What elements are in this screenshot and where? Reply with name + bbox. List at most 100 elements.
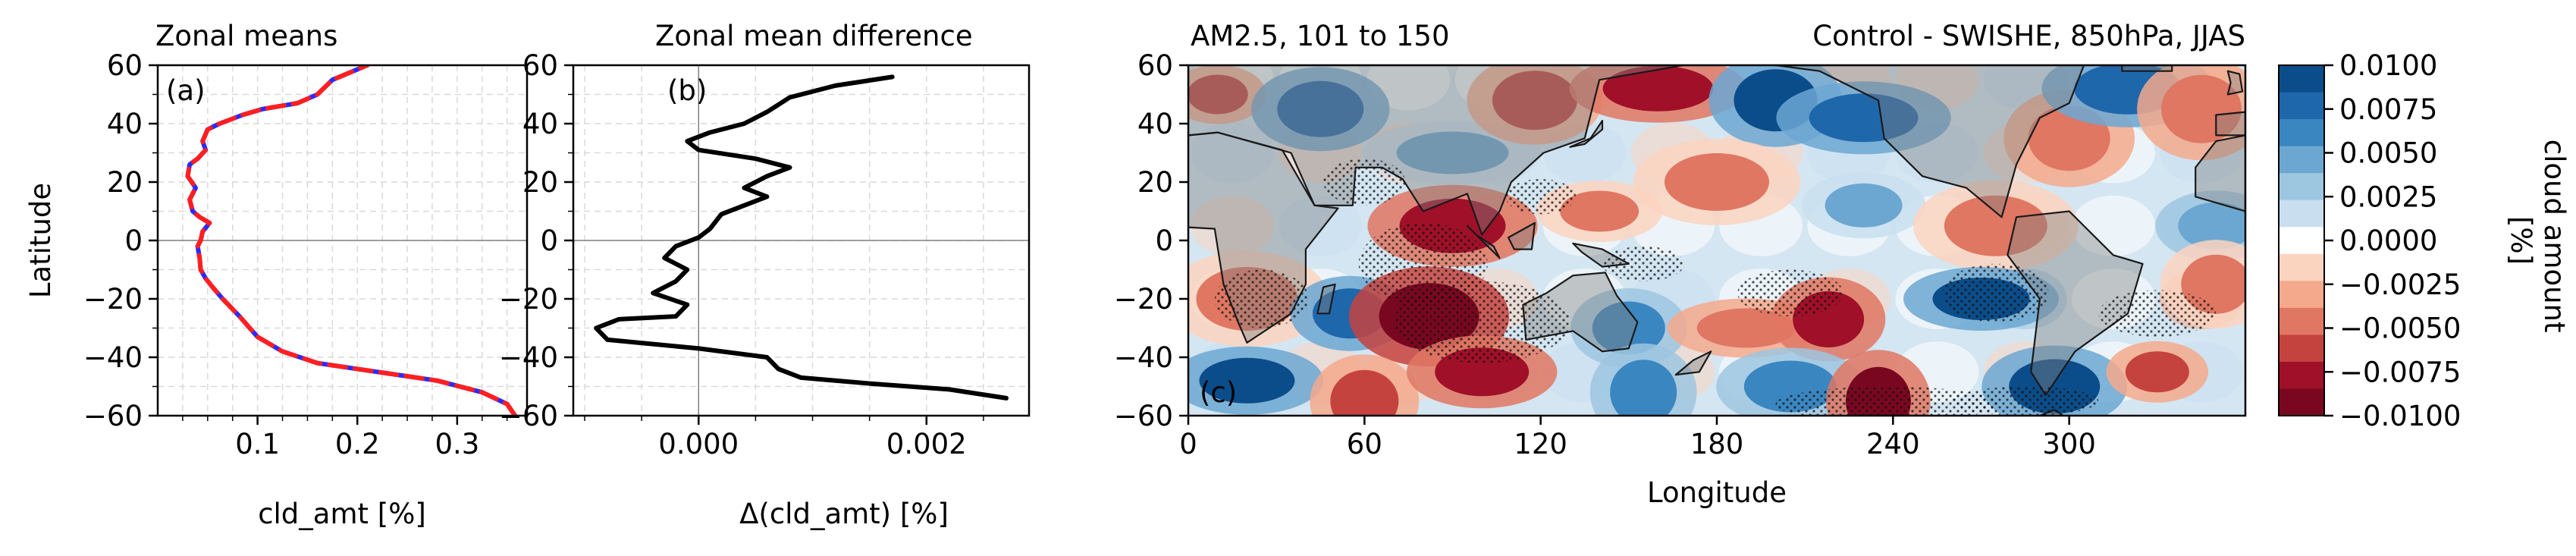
x-tick-label: 0.2: [335, 428, 380, 460]
hatch-region: [1602, 246, 1685, 281]
colorbar-tick-label: 0.0100: [2339, 49, 2437, 82]
x-tick-label: 0.002: [886, 428, 967, 460]
y-tick-label: 0: [1155, 225, 1173, 257]
land-north-america: [1774, 65, 2085, 218]
colorbar-tick-label: −0.0025: [2339, 269, 2461, 301]
panel-c-title-right: Control - SWISHE, 850hPa, JJAS: [1812, 20, 2245, 52]
panel-a-ylabel: Latitude: [24, 183, 57, 298]
colorbar-band: [2279, 253, 2324, 281]
colorbar-band: [2279, 361, 2324, 389]
panel-c-y-ticks: −60 −40 −20 0 20 40 60: [1114, 49, 1188, 432]
hatch-region: [1951, 386, 2099, 416]
colorbar-band: [2279, 65, 2324, 93]
hatch-region: [1323, 159, 1406, 206]
y-tick-label: 60: [1137, 49, 1173, 82]
colorbar-ticks: 0.0100 0.0075 0.0050 0.0025 0.0000 −0.0025 −0.…: [2324, 49, 2461, 432]
y-tick-label: 0: [124, 225, 143, 257]
y-tick-label: 60: [107, 49, 143, 82]
y-tick-label: −20: [1114, 283, 1173, 316]
x-tick-label: 0.000: [658, 428, 739, 460]
y-tick-label: −40: [1114, 341, 1173, 374]
y-tick-label: 20: [107, 166, 143, 199]
panel-b-label: (b): [667, 74, 707, 107]
hatch-region: [1775, 386, 1999, 416]
hatch-region: [1505, 179, 1577, 215]
y-tick-label: −20: [83, 283, 143, 316]
anomaly-blob-bg: [1366, 65, 1451, 111]
land-iberia-edge: [2215, 111, 2245, 137]
panel-b: 0.000 0.002 −60 −40 −20 0 20 40 60 Zonal mean d…: [499, 20, 1031, 530]
colorbar: 0.0100 0.0075 0.0050 0.0025 0.0000 −0.0025 −0.…: [2278, 49, 2571, 432]
anomaly-blob-bg: [1279, 195, 1363, 256]
anomaly-blob-core: [1809, 93, 1919, 143]
colorbar-band: [2279, 92, 2324, 120]
panel-c: 0 60 120 180 240 300 −60 −40 −20 0 20 40 60 AM2.5, …: [1114, 20, 2247, 509]
y-tick-label: −40: [83, 341, 143, 374]
land-west-africa-edge: [2195, 134, 2245, 212]
panel-a-lines: [185, 65, 518, 416]
land-europe-asia: [1188, 65, 1718, 236]
panel-c-x-ticks: 0 60 120 180 240 300: [1179, 416, 2096, 460]
anomaly-blob-core: [1610, 360, 1677, 416]
anomaly-blob-core: [1696, 308, 1796, 348]
colorbar-tick-label: −0.0050: [2339, 313, 2461, 345]
y-tick-label: 40: [107, 108, 143, 140]
land-uk: [2226, 70, 2244, 96]
colorbar-band: [2279, 335, 2324, 363]
anomaly-blob-core: [1825, 183, 1903, 228]
panel-c-xlabel: Longitude: [1647, 476, 1787, 509]
y-tick-label: 40: [1137, 108, 1173, 140]
x-tick-label: 300: [2042, 428, 2096, 460]
panel-a-title: Zonal means: [155, 20, 337, 52]
colorbar-label-line2: [%]: [2505, 216, 2537, 265]
colorbar-label: cloud amount [%]: [2505, 140, 2571, 341]
anomaly-blob-core: [1277, 80, 1364, 137]
colorbar-band: [2279, 199, 2324, 228]
land-indonesia-1: [1466, 225, 1501, 259]
land-madagascar: [1316, 283, 1336, 315]
colorbar-tick-label: 0.0075: [2339, 93, 2437, 126]
hatch-region: [1214, 269, 1309, 328]
panel-b-title: Zonal mean difference: [655, 20, 973, 52]
colorbar-band: [2279, 146, 2324, 174]
x-tick-label: 60: [1347, 428, 1382, 460]
y-tick-label: −20: [499, 283, 558, 316]
panel-a-xlabel: cld_amt [%]: [258, 498, 426, 530]
x-tick-label: 120: [1514, 428, 1567, 460]
colorbar-band: [2279, 388, 2324, 416]
panel-c-label: (c): [1200, 376, 1237, 409]
hatch-region: [1737, 269, 1843, 317]
colorbar-band: [2279, 281, 2324, 309]
y-tick-label: 20: [522, 166, 558, 199]
land-japan: [1569, 120, 1604, 148]
colorbar-tick-label: 0.0025: [2339, 181, 2437, 213]
y-tick-label: −60: [83, 400, 143, 432]
anomaly-blob-bg: [2071, 195, 2155, 256]
x-tick-label: 180: [1690, 428, 1744, 460]
panel-b-y-ticks: −60 −40 −20 0 20 40 60: [499, 49, 573, 432]
y-tick-label: 40: [522, 108, 558, 140]
anomaly-blob-core: [2178, 202, 2245, 250]
x-tick-label: 0.3: [435, 428, 479, 460]
y-tick-label: 0: [540, 225, 558, 257]
anomaly-blob-core: [1330, 369, 1399, 416]
anomaly-blob-bg: [1191, 122, 1275, 184]
anomaly-blob-bg: [1191, 195, 1275, 256]
colorbar-tick-label: 0.0000: [2339, 225, 2437, 257]
x-tick-label: 0.1: [235, 428, 280, 460]
x-tick-label: 240: [1866, 428, 1920, 460]
anomaly-blob-core: [1396, 131, 1509, 174]
x-tick-label: 0: [1179, 428, 1197, 460]
anomaly-blob-core: [1492, 71, 1577, 130]
hatch-region: [1943, 263, 2049, 322]
anomaly-blob-core: [2125, 351, 2189, 393]
colorbar-band: [2279, 173, 2324, 201]
y-tick-label: 20: [1137, 166, 1173, 199]
land-greenland-cap: [2121, 65, 2173, 72]
y-tick-label: −60: [499, 400, 558, 432]
panel-a-label: (a): [166, 74, 206, 107]
colorbar-tick-label: −0.0075: [2339, 356, 2461, 388]
anomaly-blob-core: [1944, 195, 2047, 256]
anomaly-blob-core: [1602, 65, 1714, 112]
